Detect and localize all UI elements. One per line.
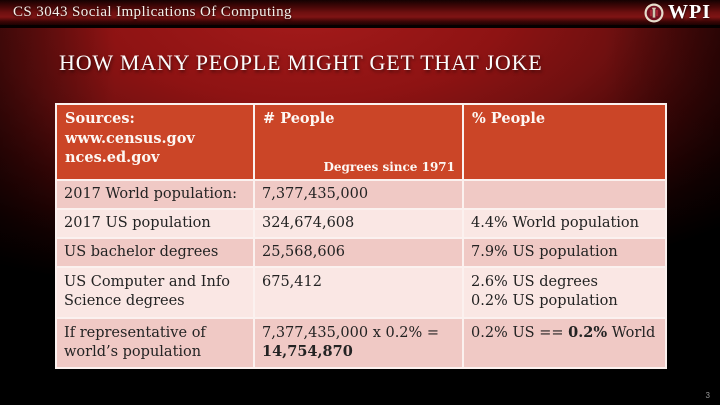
sources-url-census: www.census.gov: [65, 129, 195, 147]
row-people: 675,412: [253, 266, 464, 319]
table-row-bachelor-degrees: US bachelor degrees 25,568,606 7.9% US p…: [55, 237, 667, 268]
header-people-cell: # People Degrees since 1971: [253, 103, 464, 181]
data-table: Sources: www.census.gov nces.ed.gov # Pe…: [55, 103, 667, 370]
wpi-logo: WPI: [644, 1, 711, 24]
percent-suffix: World: [607, 324, 656, 341]
table-header-row: Sources: www.census.gov nces.ed.gov # Pe…: [55, 103, 667, 181]
row-percent: 0.2% US == 0.2% World: [462, 316, 667, 370]
row-people: 7,377,435,000: [253, 179, 464, 210]
row-label: 2017 US population: [55, 208, 255, 239]
page-number: 3: [705, 391, 710, 400]
header-percent-cell: % People: [462, 103, 667, 181]
wpi-seal-icon: [644, 3, 664, 22]
people-formula: 7,377,435,000 x 0.2% =: [262, 324, 440, 341]
row-percent: 4.4% World population: [462, 208, 667, 239]
table-row-us-population: 2017 US population 324,674,608 4.4% Worl…: [55, 208, 667, 239]
percent-line-2: 0.2% US population: [471, 292, 618, 309]
percent-line-1: 2.6% US degrees: [471, 274, 598, 290]
table-row-cs-degrees: US Computer and Info Science degrees 675…: [55, 266, 667, 319]
row-people: 324,674,608: [253, 208, 464, 239]
row-label: US Computer and Info Science degrees: [55, 266, 255, 319]
percent-prefix: 0.2% US ==: [471, 324, 569, 341]
people-result: 14,754,870: [262, 342, 353, 360]
top-bar: CS 3043 Social Implications Of Computing…: [0, 0, 720, 28]
sources-label: Sources:: [65, 110, 135, 127]
row-label: If representative of world’s population: [55, 316, 255, 370]
row-percent: [462, 179, 667, 210]
page-title: HOW MANY PEOPLE MIGHT GET THAT JOKE: [59, 50, 543, 75]
row-people: 7,377,435,000 x 0.2% = 14,754,870: [253, 316, 464, 370]
table-row-representative: If representative of world’s population …: [55, 316, 667, 370]
row-percent: 2.6% US degrees 0.2% US population: [462, 266, 667, 319]
percent-column-label: % People: [472, 110, 546, 127]
row-label: US bachelor degrees: [55, 237, 255, 268]
people-column-label: # People: [263, 110, 335, 127]
wpi-logo-text: WPI: [668, 1, 711, 23]
header-sources-cell: Sources: www.census.gov nces.ed.gov: [55, 103, 255, 181]
degrees-since-note: Degrees since 1971: [323, 159, 455, 174]
row-percent: 7.9% US population: [462, 237, 667, 268]
table-row-world-population: 2017 World population: 7,377,435,000: [55, 179, 667, 210]
row-people: 25,568,606: [253, 237, 464, 268]
sources-url-nces: nces.ed.gov: [65, 149, 160, 167]
percent-bold: 0.2%: [568, 323, 608, 341]
course-title: CS 3043 Social Implications Of Computing: [13, 4, 292, 20]
row-label: 2017 World population:: [55, 179, 255, 210]
